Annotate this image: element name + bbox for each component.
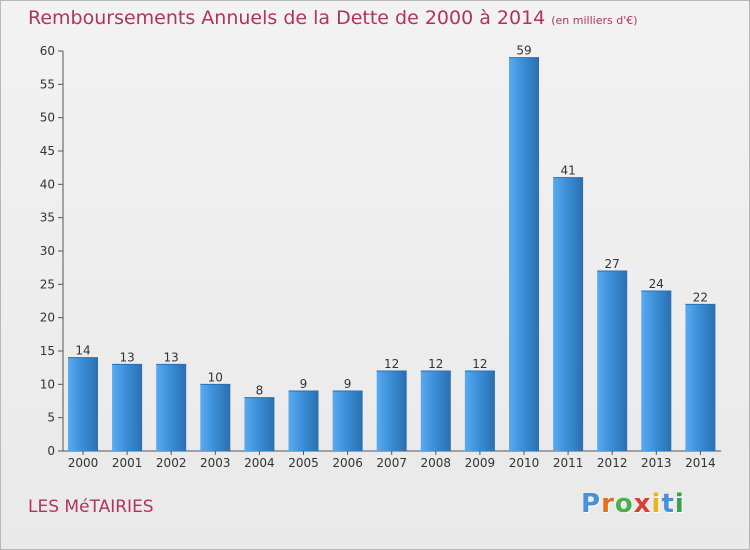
- x-tick-label: 2010: [509, 456, 540, 470]
- y-tick-label: 60: [40, 44, 55, 58]
- chart-title: Remboursements Annuels de la Dette de 20…: [28, 7, 638, 29]
- bar-value-label: 13: [164, 350, 179, 364]
- bar: [200, 384, 231, 451]
- bar-value-label: 8: [256, 384, 264, 398]
- chart-title-text: Remboursements Annuels de la Dette de 20…: [28, 7, 546, 29]
- logo-letter: o: [614, 489, 634, 519]
- logo-letter: x: [633, 489, 652, 519]
- x-tick-label: 2006: [332, 456, 363, 470]
- bar-value-label: 14: [75, 344, 90, 358]
- bar: [509, 57, 539, 452]
- bar: [244, 397, 275, 451]
- bar-value-label: 13: [119, 350, 134, 364]
- y-tick-label: 50: [40, 111, 55, 125]
- y-axis: 0 5 10 15 20 25 30 35 40 45 50 55 60: [40, 44, 64, 458]
- logo-letter: P: [581, 489, 602, 519]
- logo-letter: t: [661, 489, 675, 519]
- bar: [332, 391, 363, 451]
- bar: [68, 357, 98, 451]
- logo-letter: i: [651, 489, 662, 519]
- logo-letter: i: [674, 489, 685, 519]
- bar: [376, 371, 407, 451]
- bar: [597, 271, 628, 451]
- x-tick-label: 2007: [376, 456, 407, 470]
- bar-value-label: 12: [428, 357, 443, 371]
- x-tick-label: 2009: [465, 456, 496, 470]
- bar-value-label: 10: [208, 370, 223, 384]
- bar: [420, 371, 451, 451]
- bar-value-label: 24: [649, 277, 664, 291]
- bar-value-label: 41: [560, 164, 575, 178]
- x-tick-label: 2012: [597, 456, 628, 470]
- bar: [685, 304, 716, 451]
- bar: [553, 177, 584, 451]
- bar: [112, 364, 143, 451]
- y-tick-label: 45: [40, 144, 55, 158]
- x-tick-label: 2008: [421, 456, 452, 470]
- bar: [641, 291, 672, 451]
- x-tick-label: 2001: [112, 456, 143, 470]
- x-tick-label: 2002: [156, 456, 187, 470]
- bar-value-label: 59: [516, 44, 531, 58]
- x-tick-label: 2004: [244, 456, 275, 470]
- x-tick-label: 2003: [200, 456, 231, 470]
- bar-value-label: 9: [300, 377, 308, 391]
- chart-subtitle: (en milliers d'€): [551, 14, 638, 27]
- x-tick-label: 2014: [685, 456, 716, 470]
- commune-name: LES MéTAIRIES: [28, 497, 154, 517]
- proxiti-logo: Proxiti: [581, 489, 685, 519]
- bar: [288, 391, 319, 451]
- y-tick-label: 0: [47, 444, 55, 458]
- x-axis: 2000 2001 2002 2003 2004 2005 2006 2007 2008 2009…: [63, 450, 721, 470]
- x-tick-label: 2005: [288, 456, 319, 470]
- y-tick-label: 35: [40, 211, 55, 225]
- y-tick-label: 10: [40, 377, 55, 391]
- y-tick-label: 40: [40, 177, 55, 191]
- y-tick-label: 25: [40, 277, 55, 291]
- bars: 14 13 13 10 8 9 9 12 12 12 59 41 27 24 22: [68, 44, 716, 452]
- bar: [464, 371, 495, 451]
- y-tick-label: 5: [47, 411, 55, 425]
- logo-letter: r: [601, 489, 615, 519]
- y-tick-label: 15: [40, 344, 55, 358]
- bar-value-label: 22: [693, 290, 708, 304]
- y-tick-label: 30: [40, 244, 55, 258]
- x-tick-label: 2011: [553, 456, 584, 470]
- y-tick-label: 55: [40, 77, 55, 91]
- x-tick-label: 2000: [68, 456, 99, 470]
- bar-value-label: 9: [344, 377, 352, 391]
- bar-value-label: 12: [472, 357, 487, 371]
- y-tick-label: 20: [40, 311, 55, 325]
- bar-value-label: 27: [605, 257, 620, 271]
- bar-value-label: 12: [384, 357, 399, 371]
- bar: [156, 364, 187, 451]
- x-tick-label: 2013: [641, 456, 672, 470]
